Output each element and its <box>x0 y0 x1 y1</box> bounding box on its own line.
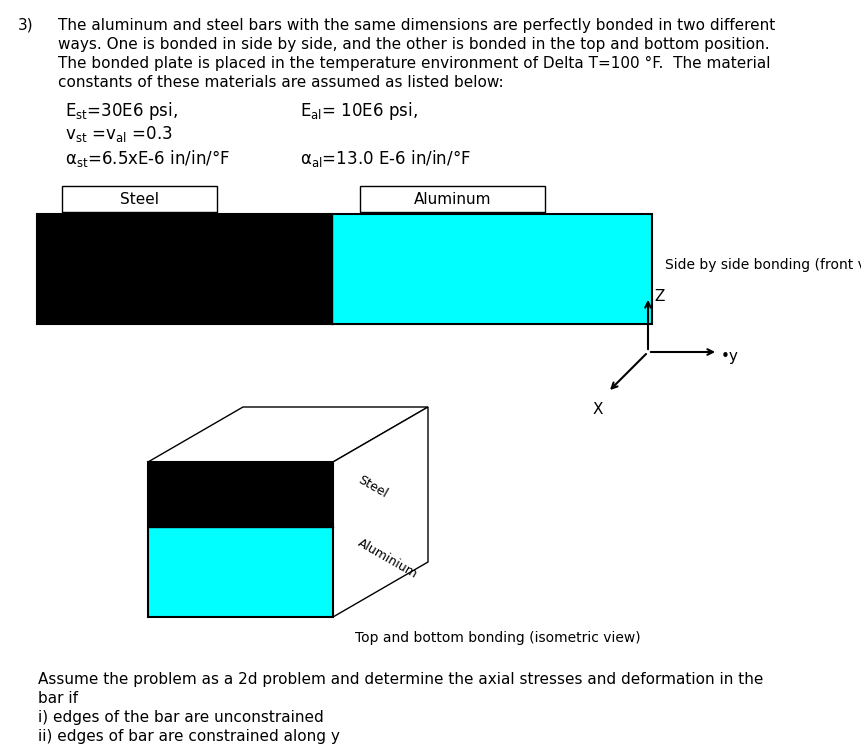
Text: $\mathrm{\alpha_{al}}$=13.0 E-6 in/in/°F: $\mathrm{\alpha_{al}}$=13.0 E-6 in/in/°F <box>300 148 471 169</box>
Text: Steel: Steel <box>120 192 159 207</box>
Bar <box>148 462 333 527</box>
Text: ii) edges of bar are constrained along y: ii) edges of bar are constrained along y <box>38 729 340 744</box>
Bar <box>148 462 333 617</box>
Bar <box>37 214 652 324</box>
Text: •y: •y <box>721 350 739 365</box>
Text: Aluminum: Aluminum <box>414 192 492 207</box>
Text: Assume the problem as a 2d problem and determine the axial stresses and deformat: Assume the problem as a 2d problem and d… <box>38 672 764 687</box>
Text: $\mathrm{E_{al}}$= 10E6 psi,: $\mathrm{E_{al}}$= 10E6 psi, <box>300 100 418 122</box>
Text: $\mathrm{v_{st}}$ =$\mathrm{v_{al}}$ =0.3: $\mathrm{v_{st}}$ =$\mathrm{v_{al}}$ =0.… <box>65 124 172 144</box>
Bar <box>148 527 333 617</box>
Text: ways. One is bonded in side by side, and the other is bonded in the top and bott: ways. One is bonded in side by side, and… <box>58 37 770 52</box>
Text: Steel: Steel <box>356 473 390 500</box>
Text: constants of these materials are assumed as listed below:: constants of these materials are assumed… <box>58 75 504 90</box>
Polygon shape <box>148 407 428 462</box>
Text: The aluminum and steel bars with the same dimensions are perfectly bonded in two: The aluminum and steel bars with the sam… <box>58 18 775 33</box>
Polygon shape <box>333 407 428 617</box>
Text: Aluminium: Aluminium <box>356 536 420 580</box>
Text: Side by side bonding (front view): Side by side bonding (front view) <box>665 258 861 272</box>
Text: 3): 3) <box>18 18 34 33</box>
Text: $\mathrm{\alpha_{st}}$=6.5xE-6 in/in/°F: $\mathrm{\alpha_{st}}$=6.5xE-6 in/in/°F <box>65 148 230 169</box>
Bar <box>332 214 652 324</box>
Text: The bonded plate is placed in the temperature environment of Delta T=100 °F.  Th: The bonded plate is placed in the temper… <box>58 56 771 71</box>
Text: $\mathrm{E_{st}}$=30E6 psi,: $\mathrm{E_{st}}$=30E6 psi, <box>65 100 178 122</box>
Text: i) edges of the bar are unconstrained: i) edges of the bar are unconstrained <box>38 710 324 725</box>
Text: Z: Z <box>654 289 665 304</box>
Text: Top and bottom bonding (isometric view): Top and bottom bonding (isometric view) <box>355 631 641 645</box>
Bar <box>360 186 545 212</box>
Bar <box>62 186 217 212</box>
Bar <box>37 214 332 324</box>
Text: bar if: bar if <box>38 691 78 706</box>
Text: X: X <box>592 402 604 417</box>
